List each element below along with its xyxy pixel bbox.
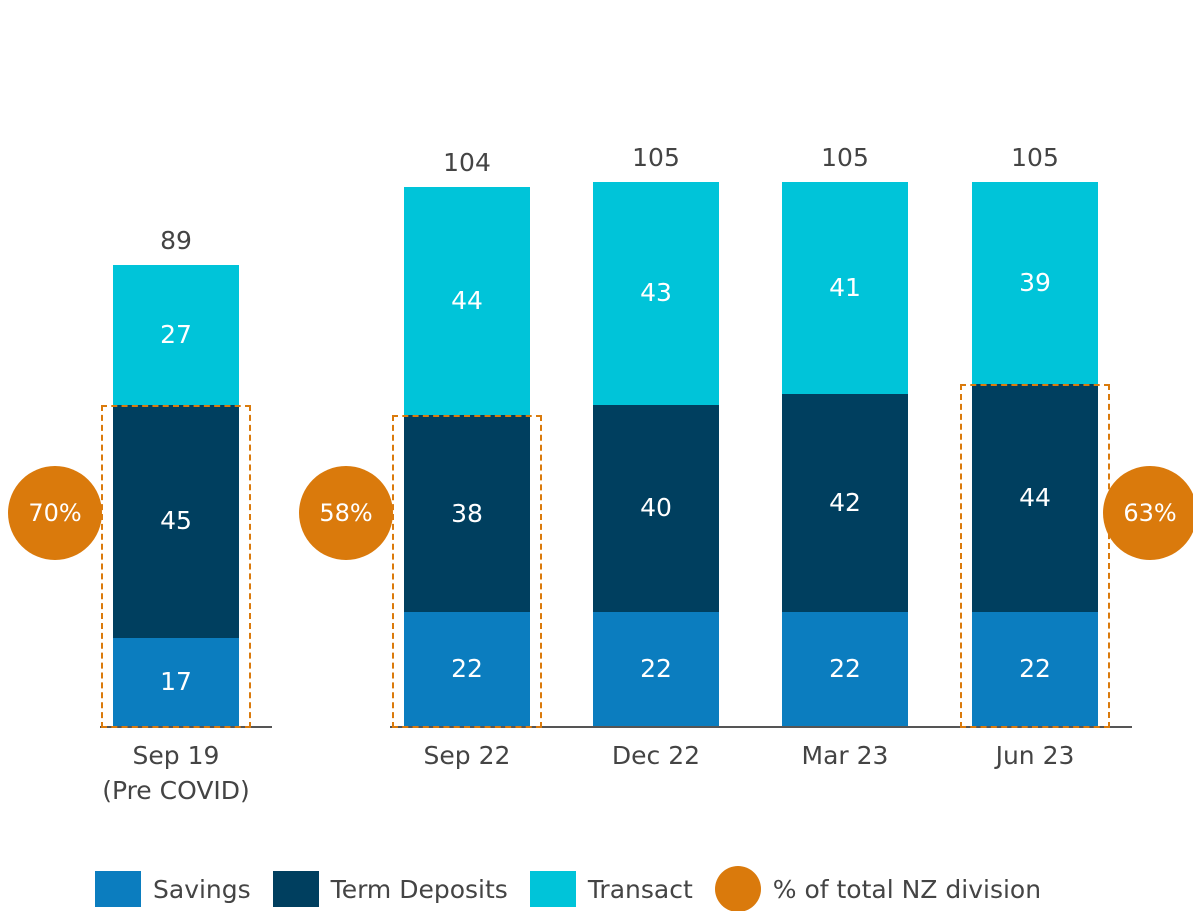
data-label: 40	[640, 493, 672, 523]
x-tick-label: Jun 23	[995, 741, 1075, 770]
bar-segment	[593, 404, 719, 612]
x-tick-label: Dec 22	[611, 741, 701, 770]
highlight-box	[101, 404, 251, 728]
data-label: 44	[451, 286, 483, 316]
legend: Savings Term Deposits Transact % of total N…	[95, 866, 1063, 911]
data-label: 39	[1019, 268, 1051, 298]
total-label: 105	[821, 143, 869, 172]
bar-segment	[782, 612, 908, 726]
legend-label: % of total NZ division	[772, 874, 1042, 904]
bar-segment	[113, 264, 239, 405]
data-label: 27	[160, 319, 192, 349]
data-label: 44	[1019, 483, 1051, 513]
highlight-box	[960, 384, 1110, 728]
legend-swatch	[529, 871, 576, 907]
data-label: 22	[640, 654, 672, 683]
bar-segment	[972, 182, 1098, 385]
bar-segment	[593, 612, 719, 726]
bar-segment	[404, 612, 530, 726]
legend-item: Transact	[529, 871, 693, 907]
legend-swatch	[714, 866, 761, 911]
data-label: 22	[451, 654, 483, 683]
total-label: 104	[443, 148, 491, 178]
share-badge: 63%	[1103, 466, 1193, 560]
highlight-box	[392, 415, 542, 728]
legend-swatch	[95, 871, 141, 907]
bar-segment	[593, 182, 719, 405]
data-label: 41	[829, 273, 861, 303]
data-label: 17	[160, 666, 192, 696]
bar-segment	[404, 415, 530, 613]
share-badge: 58%	[299, 466, 393, 560]
bar-segment	[782, 182, 908, 395]
x-tick-label: Mar 23	[801, 741, 889, 770]
bar-segment	[113, 637, 239, 726]
data-label: 22	[829, 654, 861, 683]
data-label: 22	[1019, 654, 1051, 683]
data-label: 43	[640, 278, 672, 308]
total-label: 105	[632, 143, 680, 172]
data-label: 45	[160, 506, 192, 536]
legend-item: Term Deposits	[272, 871, 508, 907]
x-tick-label: Sep 19 (Pre COVID)	[102, 741, 250, 805]
legend-label: Savings	[153, 874, 251, 904]
bar-segment	[972, 612, 1098, 726]
bar-segment	[972, 384, 1098, 612]
legend-swatch	[272, 871, 319, 907]
legend-item: % of total NZ division	[714, 866, 1042, 911]
bar-segment	[782, 394, 908, 612]
baseline	[390, 726, 1132, 728]
bar-segment	[113, 404, 239, 638]
share-badge: 70%	[8, 466, 102, 560]
legend-label: Term Deposits	[330, 874, 508, 904]
data-label: 42	[829, 488, 861, 518]
legend-item: Savings	[95, 871, 251, 907]
total-label: 105	[1011, 143, 1059, 172]
x-tick-label: Sep 22	[423, 741, 511, 770]
data-label: 38	[451, 498, 483, 528]
bar-segment	[404, 187, 530, 416]
legend-label: Transact	[587, 874, 693, 904]
total-label: 89	[160, 225, 192, 255]
